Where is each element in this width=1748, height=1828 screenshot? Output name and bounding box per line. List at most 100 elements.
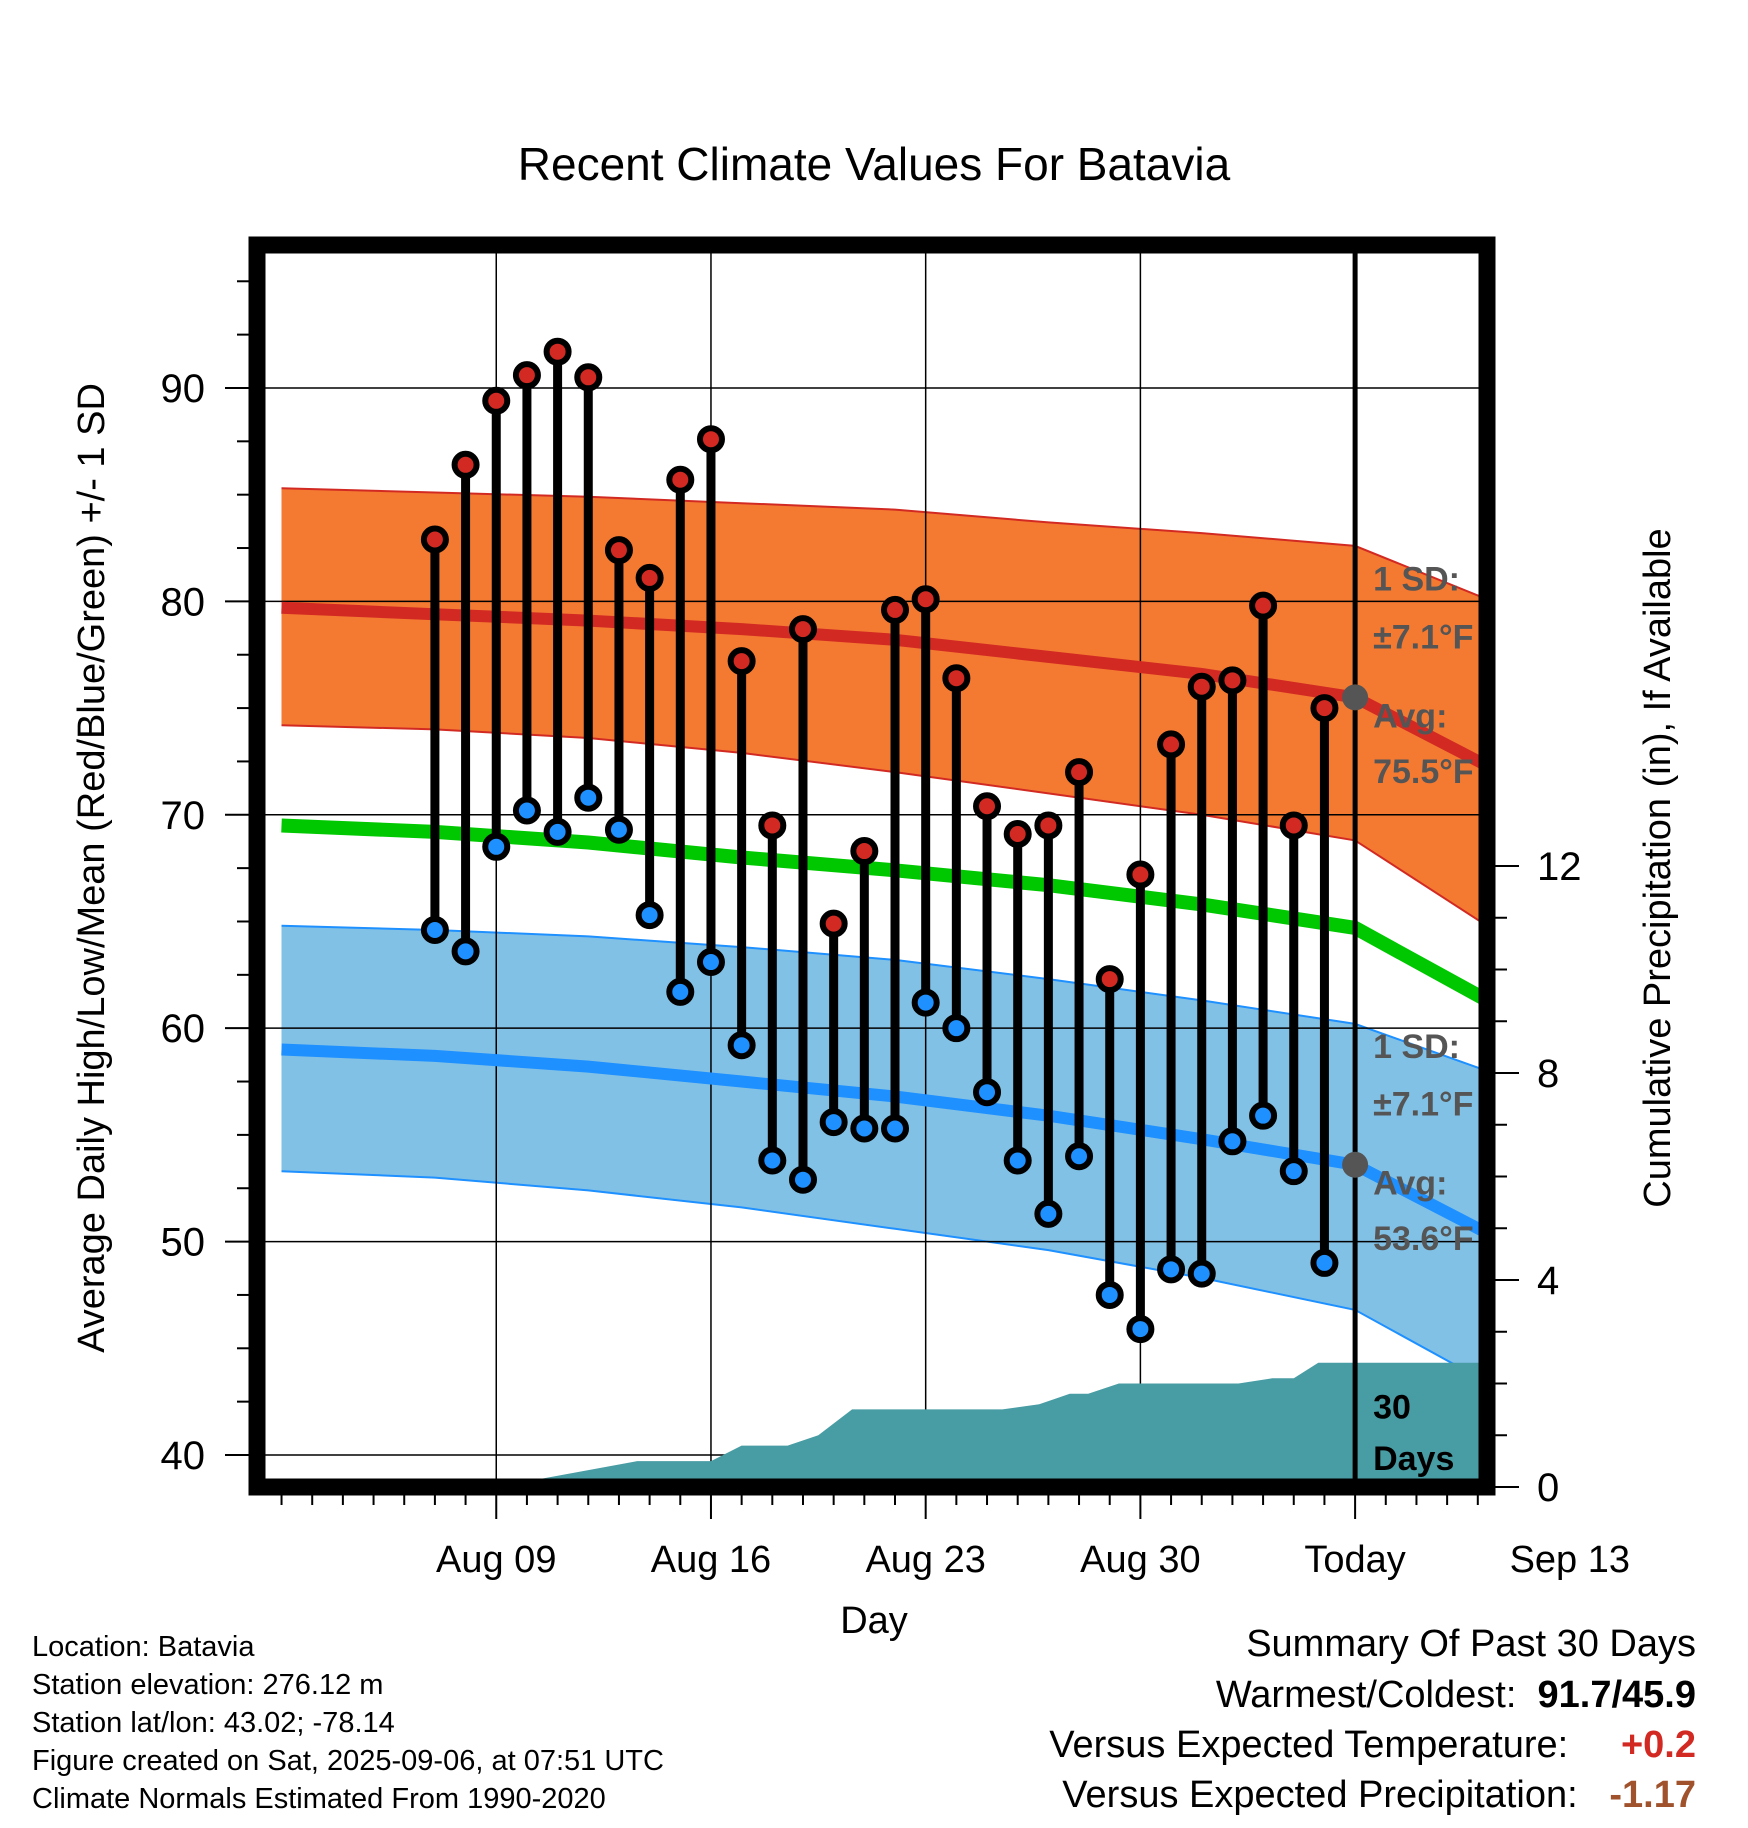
low-sd-value: ±7.1°F: [1373, 1086, 1473, 1124]
low-point: [420, 916, 449, 945]
temp-value: +0.2: [1620, 1724, 1696, 1766]
high-point: [696, 425, 725, 454]
normals-text: Climate Normals Estimated From 1990-2020: [32, 1783, 606, 1815]
high-point: [942, 664, 971, 693]
high-point: [1310, 694, 1339, 723]
plot-content: 1 SD: ±7.1°F Avg: 75.5°F 1 SD: ±7.1°F Avg: 53.6…: [257, 245, 1487, 1487]
days-count-line1: 30: [1373, 1389, 1411, 1427]
y-tick-label-left: 40: [161, 1434, 206, 1478]
low-point: [635, 901, 664, 930]
y-tick-label-left: 70: [161, 794, 206, 838]
high-point: [604, 536, 633, 565]
high-point: [1034, 811, 1063, 840]
x-tick-label: Aug 09: [436, 1539, 556, 1581]
low-point: [1003, 1146, 1032, 1175]
y-tick-label-right: 4: [1537, 1259, 1559, 1303]
low-point: [1249, 1101, 1278, 1130]
y-axis-label-left: Average Daily High/Low/Mean (Red/Blue/Gr…: [71, 383, 113, 1353]
low-point: [1279, 1157, 1308, 1186]
y-tick-label-left: 60: [161, 1007, 206, 1051]
high-point: [1249, 591, 1278, 620]
y-tick-label-right: 8: [1537, 1052, 1559, 1096]
low-point: [973, 1078, 1002, 1107]
x-tick-label: Aug 16: [651, 1539, 771, 1581]
y-tick-label-left: 90: [161, 367, 206, 411]
high-point: [543, 337, 572, 366]
y-tick-label-right: 0: [1537, 1466, 1559, 1510]
high-sd-upper-line: [281, 487, 1487, 601]
low-sd-lower-line: [281, 1170, 1487, 1384]
high-point: [574, 363, 603, 392]
y-tick-label-left: 80: [161, 580, 206, 624]
low-avg-value: 53.6°F: [1373, 1220, 1474, 1258]
low-sd-band: [281, 925, 1487, 1383]
low-avg-label: Avg:: [1373, 1165, 1447, 1203]
low-point: [1034, 1199, 1063, 1228]
high-point: [1187, 672, 1216, 701]
low-point: [1218, 1127, 1247, 1156]
elevation-text: Station elevation: 276.12 m: [32, 1669, 384, 1701]
high-point: [819, 909, 848, 938]
high-point: [973, 792, 1002, 821]
plot-area: 1 SD: ±7.1°F Avg: 75.5°F 1 SD: ±7.1°F Avg: 53.6…: [161, 236, 1630, 1581]
high-point: [788, 615, 817, 644]
high-point: [850, 837, 879, 866]
low-point: [1095, 1280, 1124, 1309]
high-point: [1065, 758, 1094, 787]
low-point: [1065, 1142, 1094, 1171]
high-sd-value: ±7.1°F: [1373, 618, 1473, 656]
high-avg-value: 75.5°F: [1373, 753, 1474, 791]
low-point: [942, 1014, 971, 1043]
y-tick-label-left: 50: [161, 1221, 206, 1265]
low-point: [666, 977, 695, 1006]
high-point: [1279, 811, 1308, 840]
low-point: [1310, 1248, 1339, 1277]
low-avg-today-marker: [1342, 1151, 1369, 1178]
high-point: [1126, 860, 1155, 889]
high-point: [1218, 666, 1247, 695]
low-point: [727, 1031, 756, 1060]
high-point: [727, 647, 756, 676]
x-tick-label: Aug 30: [1080, 1539, 1200, 1581]
low-point: [1187, 1259, 1216, 1288]
location-text: Location: Batavia: [32, 1631, 255, 1663]
low-point: [758, 1146, 787, 1175]
high-point: [1095, 965, 1124, 994]
warm-label: Warmest/Coldest:: [1215, 1674, 1517, 1716]
high-point: [666, 465, 695, 494]
temp-label: Versus Expected Temperature:: [1049, 1724, 1569, 1766]
x-tick-label: Sep 13: [1510, 1539, 1630, 1581]
low-point: [696, 948, 725, 977]
summary-title: Summary Of Past 30 Days: [1246, 1623, 1696, 1665]
high-sd-band: [281, 488, 1487, 926]
low-point: [574, 783, 603, 812]
high-point: [420, 525, 449, 554]
high-point: [451, 450, 480, 479]
warm-value: 91.7/45.9: [1537, 1674, 1696, 1716]
latlon-text: Station lat/lon: 43.02; -78.14: [32, 1707, 395, 1739]
summary-warm-row: Warmest/Coldest: 91.7/45.9: [1216, 1674, 1696, 1717]
high-avg-label: Avg:: [1373, 697, 1447, 735]
days-count-line2: Days: [1373, 1440, 1454, 1478]
x-tick-label: Today: [1304, 1539, 1405, 1581]
low-point: [482, 832, 511, 861]
summary-temp-row: Versus Expected Temperature: +0.2: [1049, 1724, 1696, 1767]
high-point: [758, 811, 787, 840]
chart-title: Recent Climate Values For Batavia: [518, 138, 1231, 190]
summary-precip-row: Versus Expected Precipitation: -1.17: [1062, 1774, 1696, 1817]
high-point: [1157, 730, 1186, 759]
x-axis-label: Day: [840, 1600, 908, 1642]
low-point: [543, 817, 572, 846]
high-point: [482, 386, 511, 415]
low-point: [911, 988, 940, 1017]
low-point: [451, 937, 480, 966]
low-point: [850, 1114, 879, 1143]
low-sd-label: 1 SD:: [1373, 1028, 1460, 1066]
low-point: [512, 796, 541, 825]
high-avg-today-marker: [1342, 684, 1369, 711]
low-point: [788, 1165, 817, 1194]
low-point: [1157, 1255, 1186, 1284]
high-point: [1003, 819, 1032, 848]
precip-label: Versus Expected Precipitation:: [1062, 1774, 1578, 1816]
low-point: [819, 1108, 848, 1137]
